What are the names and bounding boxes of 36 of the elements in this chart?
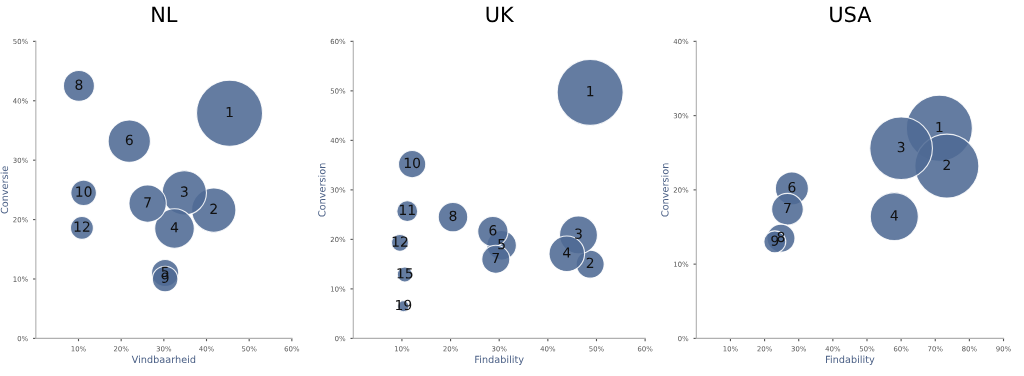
annotation: 4 bbox=[170, 222, 179, 233]
y-axis-title: Conversion bbox=[661, 163, 669, 217]
annotation: 11 bbox=[399, 204, 415, 215]
annotation: 6 bbox=[788, 181, 796, 193]
chart-title: NL bbox=[152, 6, 178, 22]
annotation: 3 bbox=[575, 228, 582, 239]
annotation: 9 bbox=[771, 235, 779, 246]
annotation: 6 bbox=[125, 134, 133, 146]
annotation: 10 bbox=[404, 157, 421, 169]
x-axis-title: Findability bbox=[475, 355, 524, 365]
annotation: 3 bbox=[897, 141, 905, 153]
annotation: 8 bbox=[75, 79, 83, 90]
annotation: 2 bbox=[586, 257, 594, 268]
y-axis-title: Conversion bbox=[318, 163, 326, 217]
y-axis-title: Conversie bbox=[0, 166, 9, 214]
annotation: 6 bbox=[489, 224, 497, 236]
annotation: 7 bbox=[144, 197, 151, 208]
x-axis-title: Vindbaarheid bbox=[131, 355, 196, 364]
annotation: 7 bbox=[492, 252, 500, 264]
annotation: 2 bbox=[943, 159, 950, 170]
chart-title: UK bbox=[486, 6, 515, 23]
annotation: 8 bbox=[449, 210, 457, 222]
annotation: 7 bbox=[784, 202, 791, 214]
annotation: 1 bbox=[226, 106, 233, 118]
annotation: 2 bbox=[210, 203, 217, 214]
annotation: 12 bbox=[74, 221, 90, 232]
annotation: 8 bbox=[777, 231, 785, 243]
annotation: 4 bbox=[890, 210, 898, 221]
annotation: 1 bbox=[936, 121, 943, 133]
annotation: 3 bbox=[180, 186, 188, 197]
annotation: 4 bbox=[563, 247, 571, 258]
chart-title: USA bbox=[830, 6, 872, 23]
annotation: 10 bbox=[76, 186, 92, 197]
annotation: 12 bbox=[392, 236, 408, 247]
annotation: 1 bbox=[587, 86, 594, 97]
x-axis-title: Findability bbox=[826, 355, 875, 365]
